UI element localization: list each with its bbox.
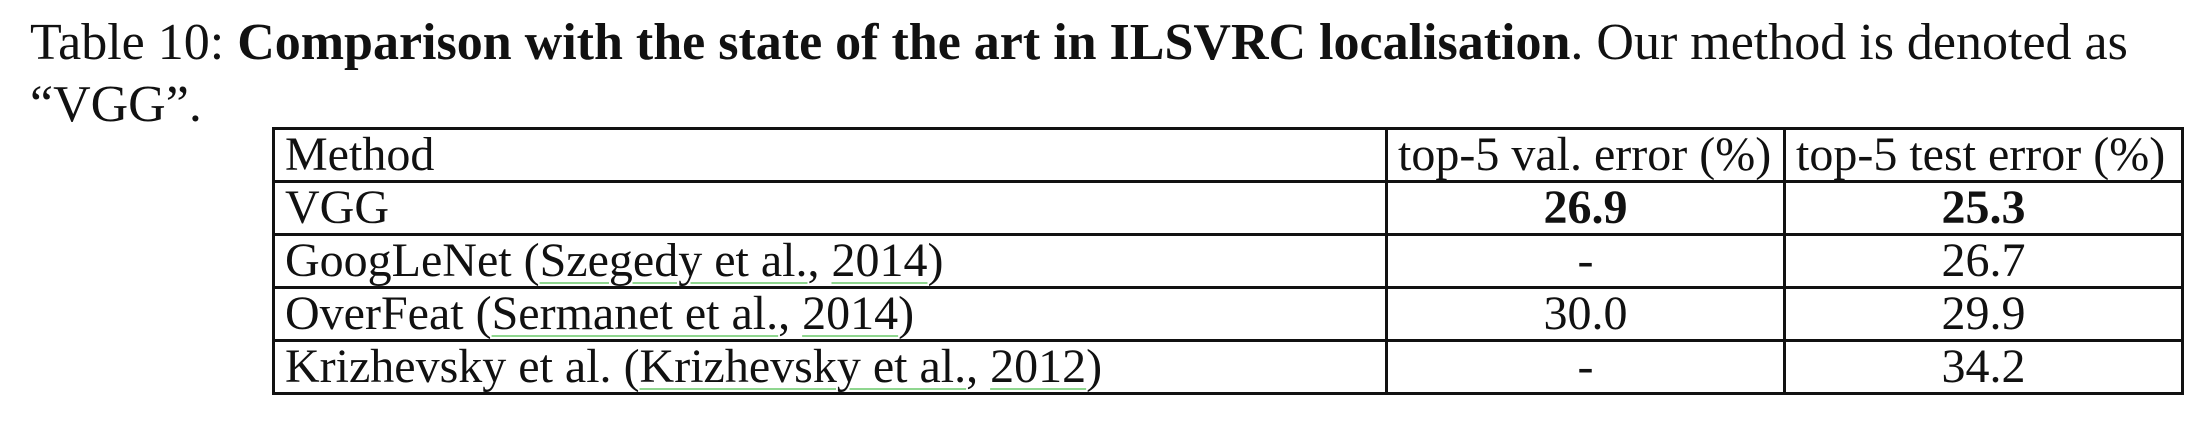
citation-close: ) [898,287,915,340]
citation-open: ( [623,340,640,393]
header-method: Method [272,127,1388,183]
test-error-cell: 26.7 [1783,233,2184,289]
citation-open: ( [475,287,492,340]
results-table: Method top-5 val. error (%) top-5 test e… [272,127,2184,395]
method-name: GoogLeNet [285,234,524,287]
method-name: Krizhevsky et al. [285,340,624,393]
test-error-cell: 29.9 [1783,286,2184,342]
citation-year-link[interactable]: 2014 [802,287,899,340]
val-error-cell: - [1385,339,1786,395]
header-test-error: top-5 test error (%) [1783,127,2184,183]
citation-author-link[interactable]: Krizhevsky et al. [639,340,967,393]
table-caption: Table 10: Comparison with the state of t… [30,12,2180,136]
val-error-cell: - [1385,233,1786,289]
citation-open: ( [523,234,540,287]
citation-separator: , [966,340,991,393]
caption-label: Table 10: [30,14,238,71]
method-cell: Krizhevsky et al. (Krizhevsky et al., 20… [272,339,1388,395]
test-error-cell: 34.2 [1783,339,2184,395]
method-name: OverFeat [285,287,476,340]
table-row: OverFeat (Sermanet et al., 2014) 30.0 29… [272,286,2184,342]
header-val-error: top-5 val. error (%) [1385,127,1786,183]
caption-description: . Our method is denoted as “VGG”. [30,14,2128,133]
method-cell: OverFeat (Sermanet et al., 2014) [272,286,1388,342]
citation-close: ) [927,234,944,287]
test-error-cell: 25.3 [1783,180,2184,236]
citation-separator: , [778,287,803,340]
table-header-row: Method top-5 val. error (%) top-5 test e… [272,127,2184,183]
table-row: VGG 26.9 25.3 [272,180,2184,236]
caption-title: Comparison with the state of the art in … [237,14,1571,71]
citation-close: ) [1086,340,1103,393]
method-cell: VGG [272,180,1388,236]
citation-author-link[interactable]: Szegedy et al. [539,234,808,287]
table-row: Krizhevsky et al. (Krizhevsky et al., 20… [272,339,2184,395]
table-row: GoogLeNet (Szegedy et al., 2014) - 26.7 [272,233,2184,289]
val-error-cell: 26.9 [1385,180,1786,236]
method-name: VGG [285,181,389,234]
citation-year-link[interactable]: 2014 [831,234,928,287]
method-cell: GoogLeNet (Szegedy et al., 2014) [272,233,1388,289]
citation-author-link[interactable]: Sermanet et al. [491,287,779,340]
val-error-cell: 30.0 [1385,286,1786,342]
citation-separator: , [807,234,832,287]
citation-year-link[interactable]: 2012 [990,340,1087,393]
